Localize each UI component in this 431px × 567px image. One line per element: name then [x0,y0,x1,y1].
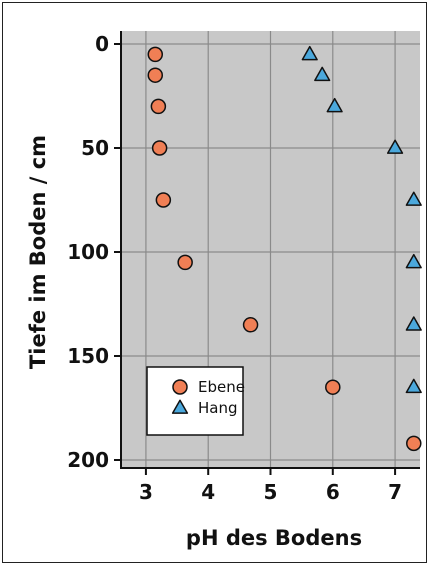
y-tick-label: 100 [67,240,109,264]
ebene-point [150,98,167,115]
hang-point [405,191,422,206]
hang-point [301,45,318,61]
data-points [147,45,422,452]
ebene-point [147,46,164,63]
y-axis-ticks: 0 50 100 150 200 [67,32,121,472]
y-tick-label: 0 [95,32,109,56]
legend-label: Hang [198,399,238,417]
y-tick-label: 200 [67,448,109,472]
hang-point [405,378,422,394]
ebene-point [147,67,164,83]
x-axis-ticks: 3 4 5 6 7 [139,468,402,504]
hang-point [326,97,343,113]
hang-point [405,253,422,269]
x-tick-label: 7 [388,480,402,504]
ebene-point [177,254,193,271]
x-tick-label: 3 [139,480,153,504]
x-axis-title: pH des Bodens [186,526,362,550]
ebene-point [151,140,168,156]
legend-box [146,366,244,436]
hang-point [386,139,404,154]
legend: Ebene Hang [146,366,245,436]
legend-marker [172,379,188,395]
legend-marker [171,399,189,414]
y-tick-label: 50 [81,136,109,160]
ebene-point [325,379,341,395]
legend-label: Ebene [198,378,245,396]
ebene-point [155,192,172,208]
x-tick-label: 5 [264,480,278,504]
y-axis-title: Tiefe im Boden / cm [26,135,50,369]
hang-point [314,66,331,82]
y-tick-label: 150 [67,344,109,368]
grid-lines [121,31,420,468]
x-tick-label: 6 [326,480,340,504]
hang-point [405,316,422,331]
ebene-point [242,317,259,333]
ebene-point [406,435,422,452]
x-tick-label: 4 [201,480,215,504]
